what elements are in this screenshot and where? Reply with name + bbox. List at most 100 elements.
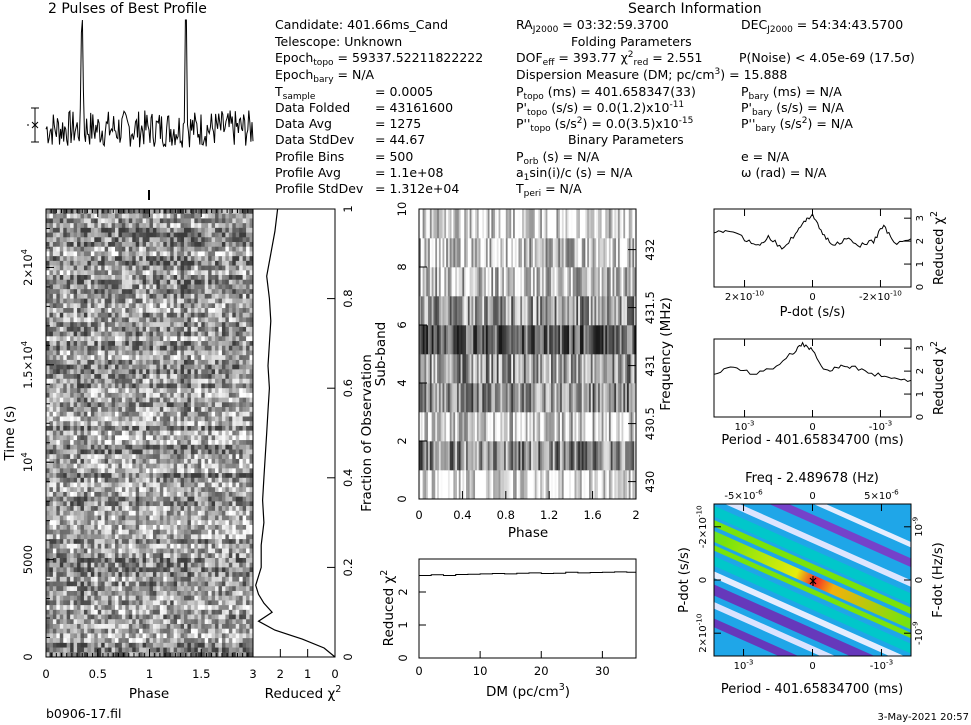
heatmap-cell [101, 270, 105, 276]
heatmap-cell [87, 576, 92, 582]
heatmap-cell [90, 279, 95, 285]
heatmap-cell [225, 260, 230, 266]
heatmap-cell [139, 213, 143, 219]
heatmap-cell [104, 374, 109, 380]
heatmap-cell [115, 284, 119, 290]
heatmap-cell [208, 515, 212, 521]
heatmap-cell [135, 336, 140, 342]
heatmap-cell [108, 397, 112, 403]
heatmap-cell [180, 506, 185, 512]
heatmap-cell [211, 355, 216, 361]
heatmap-cell [235, 378, 240, 384]
heatmap-cell [149, 477, 154, 483]
heatmap-cell [246, 227, 250, 233]
heatmap-cell [225, 421, 230, 427]
heatmap-cell [184, 477, 188, 483]
heatmap-cell [49, 279, 54, 285]
heatmap-cell [246, 548, 250, 554]
heatmap-cell [63, 539, 67, 545]
heatmap-cell [121, 322, 126, 328]
heatmap-cell [104, 515, 109, 521]
heatmap-cell [73, 355, 78, 361]
heatmap-cell [59, 303, 64, 309]
heatmap-cell [115, 312, 119, 318]
heatmap-cell [66, 548, 71, 554]
heatmap-cell [139, 416, 143, 422]
heatmap-cell [118, 548, 123, 554]
heatmap-cell [139, 378, 143, 384]
heatmap-cell [235, 444, 240, 450]
heatmap-cell [80, 407, 85, 413]
heatmap-cell [177, 317, 181, 323]
heatmap-cell [197, 293, 202, 299]
heatmap-cell [128, 251, 133, 257]
heatmap-cell [228, 242, 233, 248]
heatmap-cell [187, 576, 192, 582]
heatmap-cell [201, 209, 205, 215]
heatmap-cell [242, 260, 247, 266]
heatmap-cell [201, 557, 205, 563]
heatmap-cell [242, 223, 247, 229]
heatmap-cell [242, 435, 247, 441]
heatmap-cell [194, 218, 199, 224]
heatmap-cell [166, 374, 171, 380]
heatmap-cell [97, 397, 102, 403]
heatmap-cell [142, 374, 147, 380]
heatmap-cell [87, 590, 92, 596]
heatmap-cell [97, 543, 102, 549]
heatmap-cell [159, 317, 164, 323]
heatmap-cell [208, 482, 212, 488]
heatmap-cell [159, 289, 164, 295]
heatmap-cell [221, 425, 226, 431]
heatmap-cell [166, 586, 171, 592]
heatmap-cell [49, 341, 54, 347]
heatmap-cell [94, 529, 99, 535]
heatmap-cell [108, 293, 112, 299]
heatmap-cell [225, 374, 230, 380]
heatmap-cell [204, 308, 209, 314]
heatmap-cell [211, 378, 216, 384]
heatmap-cell [201, 487, 205, 493]
heatmap-cell [242, 586, 247, 592]
heatmap-cell [111, 524, 116, 530]
heatmap-cell [97, 279, 102, 285]
heatmap-cell [184, 402, 188, 408]
heatmap-cell [180, 246, 185, 252]
heatmap-cell [187, 383, 192, 389]
heatmap-cell [170, 515, 174, 521]
heatmap-cell [66, 458, 71, 464]
heatmap-cell [125, 223, 130, 229]
heatmap-cell [204, 581, 209, 587]
heatmap-cell [239, 317, 243, 323]
heatmap-cell [170, 364, 174, 370]
heatmap-cell [128, 562, 133, 568]
heatmap-cell [201, 411, 205, 417]
heatmap-cell [104, 402, 109, 408]
heatmap-cell [190, 515, 195, 521]
heatmap-cell [77, 317, 81, 323]
heatmap-cell [83, 336, 88, 342]
heatmap-cell [56, 312, 61, 318]
heatmap-cell [173, 374, 178, 380]
heatmap-cell [139, 322, 143, 328]
heatmap-cell [208, 303, 212, 309]
heatmap-cell [228, 392, 233, 398]
heatmap-cell [190, 265, 195, 271]
heatmap-cell [221, 260, 226, 266]
heatmap-cell [152, 468, 157, 474]
heatmap-cell [108, 458, 112, 464]
heatmap-cell [187, 543, 192, 549]
heatmap-cell [108, 383, 112, 389]
heatmap-cell [121, 312, 126, 318]
heatmap-cell [135, 506, 140, 512]
heatmap-cell [146, 270, 150, 276]
data-stddev-value: = 44.67 [375, 132, 425, 147]
heatmap-cell [139, 543, 143, 549]
heatmap-cell [101, 576, 105, 582]
heatmap-cell [52, 501, 57, 507]
heatmap-cell [77, 232, 81, 238]
heatmap-cell [52, 308, 57, 314]
heatmap-cell [56, 468, 61, 474]
heatmap-cell [149, 397, 154, 403]
heatmap-cell [201, 590, 205, 596]
